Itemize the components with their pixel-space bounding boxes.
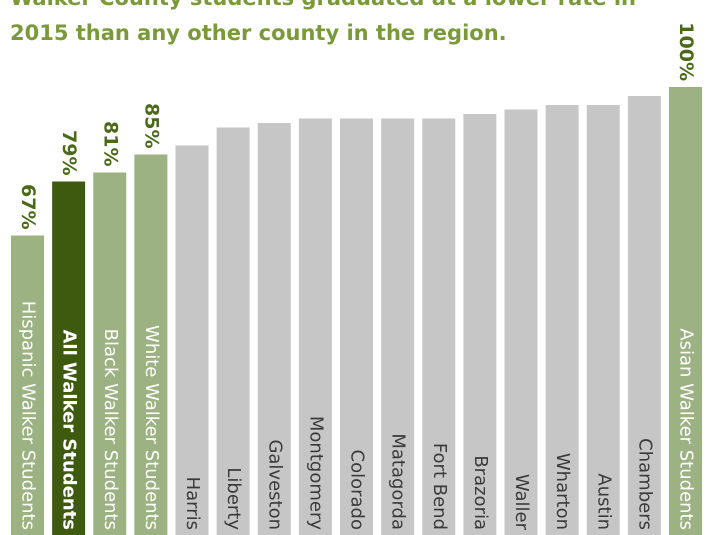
bar — [257, 123, 291, 535]
bar — [627, 96, 661, 535]
bar — [463, 114, 497, 535]
bar — [11, 235, 44, 535]
value-label: 79% — [58, 130, 80, 175]
bar-label: Matagorda — [388, 433, 409, 530]
bar-label: Austin — [593, 473, 614, 530]
value-label: 67% — [17, 184, 39, 229]
bar-label: Galveston — [264, 439, 285, 530]
bar-label: Liberty — [223, 467, 244, 530]
bar — [545, 105, 579, 535]
bar-label: Colorado — [347, 450, 368, 530]
bar — [381, 118, 415, 535]
bar-label: Wharton — [552, 453, 573, 530]
bar — [134, 154, 168, 535]
bar — [340, 118, 373, 535]
bar — [586, 105, 620, 535]
bar-label: Chambers — [634, 438, 655, 530]
bar-label: Montgomery — [305, 416, 326, 530]
value-label: 100% — [675, 22, 697, 81]
bar-label: Waller — [511, 474, 532, 531]
bar-label: Brazoria — [470, 455, 491, 530]
bar — [298, 118, 332, 535]
bar — [93, 172, 127, 535]
bar-label: Fort Bend — [429, 443, 450, 530]
bar-label: All Walker Students — [59, 329, 80, 530]
bar — [669, 87, 702, 535]
value-label: 81% — [99, 121, 121, 166]
value-label: 85% — [140, 103, 162, 148]
bar — [216, 127, 250, 535]
bar-label: Harris — [182, 477, 203, 530]
bar-label: Black Walker Students — [100, 329, 121, 530]
bar — [422, 118, 456, 535]
bar — [175, 145, 209, 535]
bar-label: Asian Walker Students — [676, 328, 697, 530]
bar — [52, 181, 86, 535]
bar-label: Hispanic Walker Students — [18, 301, 39, 530]
chart-title: Walker County students graduated at a lo… — [10, 0, 636, 10]
chart-title: 2015 than any other county in the region… — [10, 21, 507, 45]
bar — [504, 109, 538, 535]
bar-label: White Walker Students — [141, 325, 162, 530]
